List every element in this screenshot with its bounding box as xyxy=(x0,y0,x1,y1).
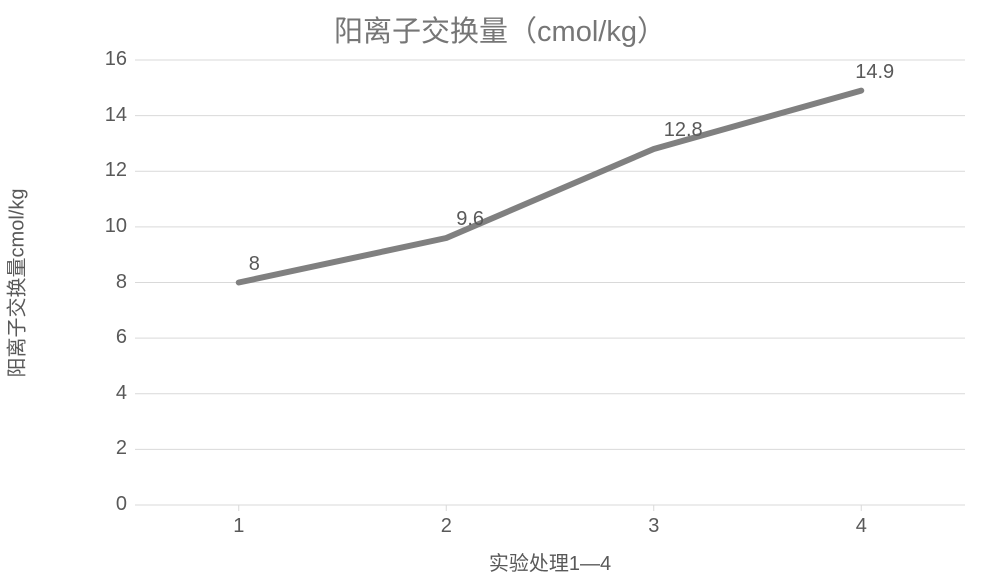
x-tick-label: 3 xyxy=(648,515,659,538)
y-tick-label: 0 xyxy=(116,493,127,516)
y-tick-label: 8 xyxy=(116,271,127,294)
chart-container: 阳离子交换量（cmol/kg） 阳离子交换量cmol/kg 实验处理1—4 02… xyxy=(0,0,1000,583)
data-label: 9.6 xyxy=(456,208,484,231)
y-tick-label: 4 xyxy=(116,382,127,405)
plot-svg xyxy=(0,0,1000,583)
data-label: 14.9 xyxy=(855,61,894,84)
data-label: 8 xyxy=(249,253,260,276)
y-tick-label: 10 xyxy=(105,215,127,238)
x-tick-label: 4 xyxy=(856,515,867,538)
y-tick-label: 12 xyxy=(105,159,127,182)
x-tick-label: 2 xyxy=(441,515,452,538)
y-tick-label: 16 xyxy=(105,48,127,71)
x-tick-label: 1 xyxy=(233,515,244,538)
y-tick-label: 6 xyxy=(116,326,127,349)
data-label: 12.8 xyxy=(664,119,703,142)
y-tick-label: 2 xyxy=(116,437,127,460)
y-tick-label: 14 xyxy=(105,104,127,127)
